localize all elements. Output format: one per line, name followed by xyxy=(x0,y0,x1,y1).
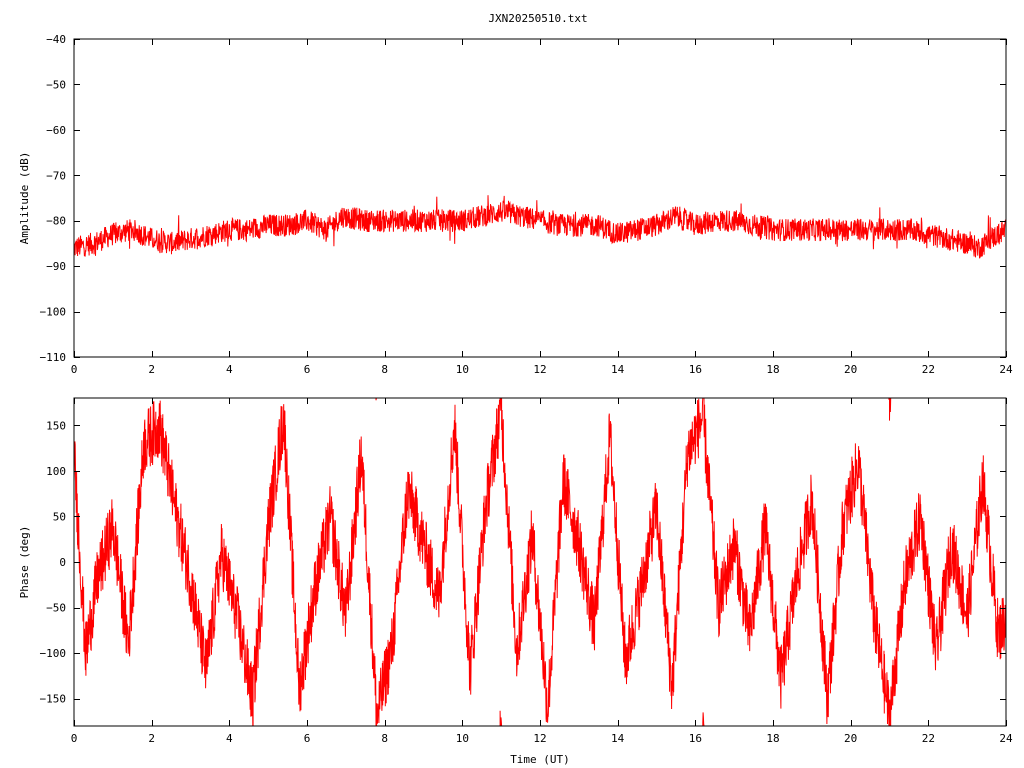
x-tick-label: 6 xyxy=(304,732,311,745)
y-tick-label: −50 xyxy=(46,78,66,91)
x-tick-label: 10 xyxy=(456,363,469,376)
x-tick-label: 20 xyxy=(844,363,857,376)
y-tick-label: 50 xyxy=(53,510,66,523)
x-tick-label: 18 xyxy=(766,363,779,376)
x-tick-label: 18 xyxy=(766,732,779,745)
y-tick-label: −100 xyxy=(40,647,67,660)
x-tick-label: 0 xyxy=(71,732,78,745)
y-tick-label: −100 xyxy=(40,306,67,319)
y-tick-label: 100 xyxy=(46,465,66,478)
x-tick-label: 2 xyxy=(148,363,155,376)
x-tick-label: 24 xyxy=(999,363,1013,376)
phase-y-axis-label: Phase (deg) xyxy=(18,526,31,599)
x-tick-label: 20 xyxy=(844,732,857,745)
phase-x-axis-label: Time (UT) xyxy=(510,753,570,766)
y-tick-label: −70 xyxy=(46,169,66,182)
x-tick-label: 14 xyxy=(611,363,625,376)
y-tick-label: 150 xyxy=(46,419,66,432)
x-tick-label: 12 xyxy=(533,732,546,745)
y-tick-label: −50 xyxy=(46,602,66,615)
y-tick-label: −80 xyxy=(46,215,66,228)
x-tick-label: 4 xyxy=(226,363,233,376)
y-tick-label: −60 xyxy=(46,124,66,137)
y-tick-label: −90 xyxy=(46,260,66,273)
x-tick-label: 12 xyxy=(533,363,546,376)
y-tick-label: −110 xyxy=(40,351,67,364)
x-tick-label: 16 xyxy=(689,732,702,745)
x-tick-label: 0 xyxy=(71,363,78,376)
y-tick-label: −40 xyxy=(46,33,66,46)
x-tick-label: 22 xyxy=(922,732,935,745)
x-tick-label: 22 xyxy=(922,363,935,376)
y-tick-label: −150 xyxy=(40,693,67,706)
x-tick-label: 10 xyxy=(456,732,469,745)
chart-title: JXN20250510.txt xyxy=(488,12,587,25)
x-tick-label: 24 xyxy=(999,732,1013,745)
y-tick-label: 0 xyxy=(59,556,66,569)
x-tick-label: 8 xyxy=(381,363,388,376)
x-tick-label: 2 xyxy=(148,732,155,745)
x-tick-label: 8 xyxy=(381,732,388,745)
amplitude-y-axis-label: Amplitude (dB) xyxy=(18,152,31,245)
x-tick-label: 6 xyxy=(304,363,311,376)
x-tick-label: 14 xyxy=(611,732,625,745)
x-tick-label: 4 xyxy=(226,732,233,745)
x-tick-label: 16 xyxy=(689,363,702,376)
